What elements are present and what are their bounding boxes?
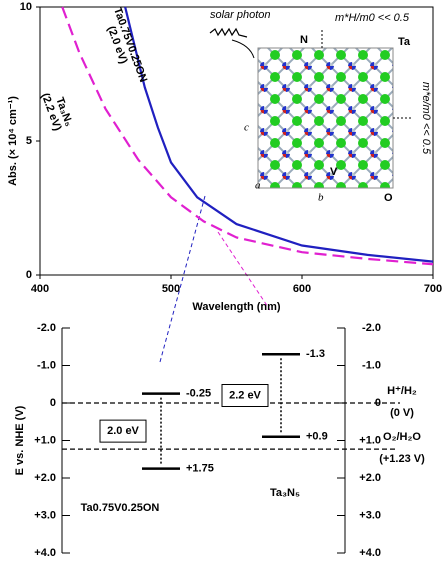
gap-label: 2.2 eV xyxy=(229,389,261,401)
y2-tick-label: +1.0 xyxy=(359,434,381,446)
y-tick-label: 10 xyxy=(20,1,32,13)
x-tick-label: 500 xyxy=(162,283,180,295)
y-tick-label: +2.0 xyxy=(34,472,56,484)
gap-label: 2.0 eV xyxy=(107,425,139,437)
photon-arrow xyxy=(231,39,255,59)
redox-name: H⁺/H₂ xyxy=(387,385,417,397)
y-tick-label: +1.0 xyxy=(34,434,56,446)
annotation: m*H/m0 << 0.5 xyxy=(335,12,410,24)
y-tick-label: 0 xyxy=(26,269,32,281)
y-tick-label: +4.0 xyxy=(34,547,56,559)
annotation: V xyxy=(330,166,338,178)
redox-value-label: (+1.23 V) xyxy=(379,453,425,465)
level-label: +0.9 xyxy=(306,431,328,443)
y-tick-label: 0 xyxy=(50,397,56,409)
gap-box xyxy=(99,419,147,443)
connector xyxy=(159,195,206,363)
y2-tick-label: -2.0 xyxy=(362,322,381,334)
annotation: m*e/m0 << 0.5 xyxy=(420,82,432,155)
y-axis-label: E vs. NHE (V) xyxy=(14,405,26,475)
redox-name: O₂/H₂O xyxy=(383,431,421,443)
connector xyxy=(217,231,271,311)
redox-value-label: (0 V) xyxy=(390,407,414,419)
y2-tick-label: +2.0 xyxy=(359,472,381,484)
gap-box xyxy=(221,384,269,407)
annotation: N xyxy=(300,34,308,46)
annotation: b xyxy=(318,192,324,204)
y2-tick-label: -1.0 xyxy=(362,359,381,371)
crystal-structure xyxy=(257,47,394,189)
y-tick-label: +3.0 xyxy=(34,509,56,521)
material-name: Ta₃N₅ xyxy=(270,487,300,499)
annotation: a xyxy=(255,180,261,192)
x-tick-label: 600 xyxy=(293,283,311,295)
photon-wave xyxy=(209,27,248,38)
y-tick-label: 5 xyxy=(26,135,32,147)
x-tick-label: 400 xyxy=(31,283,49,295)
level-label: -1.3 xyxy=(306,348,325,360)
annotation: O xyxy=(384,192,393,204)
material-name: Ta0.75V0.25ON xyxy=(81,502,160,514)
annotation: Ta xyxy=(398,36,411,48)
level-label: +1.75 xyxy=(186,463,214,475)
y2-tick-label: +4.0 xyxy=(359,547,381,559)
x-tick-label: 700 xyxy=(424,283,442,295)
level-label: -0.25 xyxy=(186,388,211,400)
y-tick-label: -2.0 xyxy=(37,322,56,334)
y2-tick-label: +3.0 xyxy=(359,509,381,521)
annotation: solar photon xyxy=(210,9,271,21)
annotation: c xyxy=(244,122,249,134)
x-axis-label: Wavelength (nm) xyxy=(192,301,281,313)
y-tick-label: -1.0 xyxy=(37,359,56,371)
series-line xyxy=(61,6,434,266)
y-axis-label: Abs. (× 10⁴ cm⁻¹) xyxy=(7,96,19,186)
series-line xyxy=(124,6,434,263)
